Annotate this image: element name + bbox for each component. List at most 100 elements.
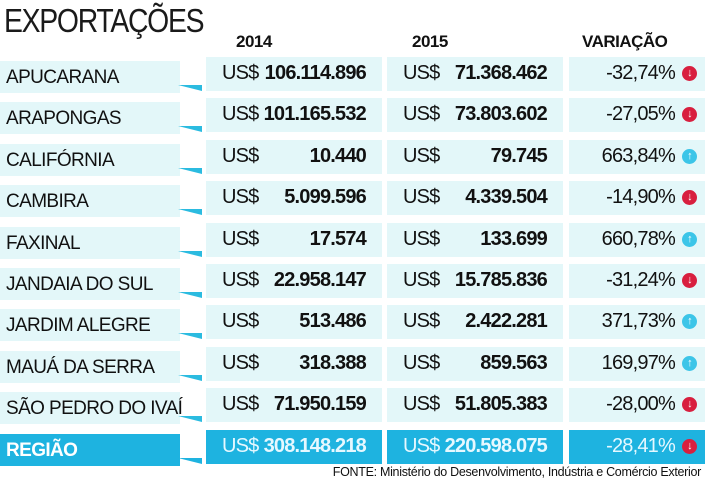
table-title: EXPORTAÇÕES [4, 2, 205, 39]
value-2014-cell: US$ 308.148.218 [206, 430, 382, 464]
currency: US$ [403, 269, 440, 291]
currency: US$ [222, 435, 259, 457]
value-2015-cell: US$ 15.785.836 [387, 264, 563, 298]
value-2014: 5.099.596 [284, 186, 367, 209]
table-row: ARAPONGAS US$ 101.165.532 US$ 73.803.602 -… [0, 98, 705, 135]
pointer-triangle [178, 416, 202, 423]
value-2015: 73.803.602 [454, 103, 548, 126]
arrow-down-icon: ↓ [682, 190, 697, 206]
value-2015: 71.368.462 [454, 62, 548, 84]
table-row: MAUÁ DA SERRA US$ 318.388 US$ 859.563 169,… [0, 346, 705, 383]
value-2015-cell: US$ 859.563 [387, 346, 563, 381]
currency: US$ [403, 351, 440, 374]
municipality-name: REGIÃO [0, 434, 180, 466]
value-2015-cell: US$ 79.745 [387, 139, 563, 174]
value-2015: 2.422.281 [465, 310, 548, 333]
arrow-down-icon: ↓ [682, 439, 697, 454]
variation-cell: 169,97% ↑ [569, 346, 705, 381]
arrow-down-icon: ↓ [682, 66, 697, 81]
total-row: REGIÃO US$ 308.148.218 US$ 220.598.075 -28… [0, 430, 705, 466]
variation-value: 663,84% [601, 144, 676, 167]
variation-value: 169,97% [601, 351, 676, 374]
arrow-up-icon: ↑ [682, 231, 697, 247]
variation-cell: 660,78% ↑ [569, 222, 705, 257]
value-2015-cell: US$ 133.699 [387, 222, 563, 257]
value-2015-cell: US$ 73.803.602 [387, 98, 563, 133]
value-2014-cell: US$ 513.486 [206, 305, 382, 340]
value-2014-cell: US$ 318.388 [206, 346, 382, 381]
value-2015-cell: US$ 4.339.504 [387, 181, 563, 216]
currency: US$ [222, 269, 259, 291]
currency: US$ [222, 186, 259, 209]
variation-cell: -31,24% ↓ [569, 264, 705, 298]
arrow-up-icon: ↑ [682, 148, 697, 164]
variation-value: -32,74% [606, 62, 676, 84]
municipality-name: MAUÁ DA SERRA [0, 350, 180, 383]
variation-value: -27,05% [606, 103, 676, 126]
variation-cell: -28,41% ↓ [569, 430, 705, 464]
variation-value: 660,78% [601, 227, 676, 250]
currency: US$ [403, 227, 440, 250]
pointer-triangle [178, 458, 202, 464]
currency: US$ [403, 62, 440, 84]
value-2014: 318.388 [299, 351, 366, 374]
value-2014-cell: US$ 71.950.159 [206, 388, 382, 423]
value-2014: 17.574 [309, 227, 367, 250]
value-2014: 106.114.896 [264, 62, 367, 84]
arrow-up-icon: ↑ [682, 355, 697, 371]
variation-value: -28,41% [606, 435, 676, 457]
pointer-triangle [178, 333, 202, 340]
pointer-triangle [178, 250, 202, 257]
variation-cell: -28,00% ↓ [569, 388, 705, 423]
variation-value: -28,00% [606, 393, 676, 416]
pointer-triangle [178, 167, 202, 174]
table-row: JANDAIA DO SUL US$ 22.958.147 US$ 15.785.8… [0, 264, 705, 300]
variation-value: 371,73% [601, 310, 676, 333]
currency: US$ [222, 62, 259, 84]
value-2014-cell: US$ 101.165.532 [206, 98, 382, 133]
currency: US$ [403, 310, 440, 333]
value-2014: 71.950.159 [273, 393, 367, 416]
municipality-name: SÃO PEDRO DO IVAÍ [0, 392, 183, 425]
value-2015: 79.745 [490, 144, 548, 167]
currency: US$ [403, 393, 440, 416]
value-2015: 4.339.504 [465, 186, 548, 209]
value-2014-cell: US$ 5.099.596 [206, 181, 382, 216]
value-2014: 22.958.147 [273, 269, 367, 291]
value-2015-cell: US$ 51.805.383 [387, 388, 563, 423]
table-row: SÃO PEDRO DO IVAÍ US$ 71.950.159 US$ 51.80… [0, 388, 705, 425]
table-row: APUCARANA US$ 106.114.896 US$ 71.368.462 -… [0, 57, 705, 93]
municipality-name: JARDIM ALEGRE [0, 309, 180, 342]
pointer-triangle [178, 85, 202, 91]
currency: US$ [403, 186, 440, 209]
pointer-triangle [178, 126, 202, 133]
header-variacao: VARIAÇÃO [582, 32, 668, 51]
value-2014-cell: US$ 22.958.147 [206, 264, 382, 298]
value-2015: 859.563 [480, 351, 547, 374]
value-2014-cell: US$ 10.440 [206, 139, 382, 174]
pointer-triangle [178, 209, 202, 216]
currency: US$ [403, 103, 440, 126]
arrow-down-icon: ↓ [682, 273, 697, 288]
header-2014: 2014 [236, 32, 272, 51]
value-2014-cell: US$ 17.574 [206, 222, 382, 257]
value-2015: 220.598.075 [444, 435, 548, 457]
value-2015-cell: US$ 2.422.281 [387, 305, 563, 340]
municipality-name: APUCARANA [0, 61, 180, 93]
municipality-name: FAXINAL [0, 226, 180, 259]
arrow-up-icon: ↑ [682, 314, 697, 330]
value-2015: 133.699 [480, 227, 547, 250]
variation-value: -31,24% [606, 269, 676, 291]
variation-cell: 663,84% ↑ [569, 139, 705, 174]
pointer-triangle [178, 292, 202, 298]
variation-value: -14,90% [606, 186, 676, 209]
value-2015: 51.805.383 [454, 393, 548, 416]
source-note: FONTE: Ministério do Desenvolvimento, In… [332, 465, 702, 479]
value-2015: 15.785.836 [454, 269, 548, 291]
pointer-triangle [178, 374, 202, 381]
value-2014: 308.148.218 [263, 435, 367, 457]
value-2015-cell: US$ 220.598.075 [387, 430, 563, 464]
variation-cell: -14,90% ↓ [569, 181, 705, 216]
variation-cell: -27,05% ↓ [569, 98, 705, 133]
